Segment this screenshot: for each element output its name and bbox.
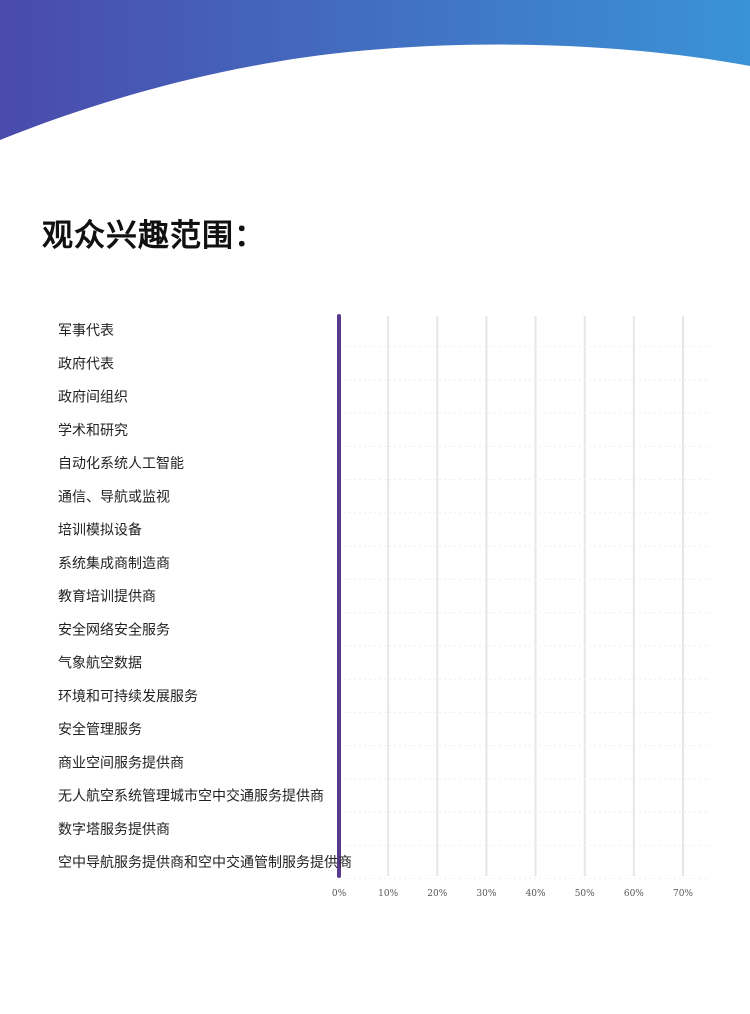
category-label: 气象航空数据 [58, 656, 142, 672]
category-label: 政府代表 [58, 356, 114, 372]
x-tick-label: 20% [427, 889, 447, 899]
category-label: 军事代表 [58, 323, 114, 339]
x-tick-label: 60% [624, 889, 644, 899]
category-label: 学术和研究 [58, 423, 128, 439]
category-label: 商业空间服务提供商 [58, 755, 184, 771]
x-tick-label: 50% [575, 889, 595, 899]
category-label: 政府间组织 [58, 390, 128, 406]
category-label: 系统集成商制造商 [58, 555, 170, 572]
x-tick-label: 40% [526, 889, 546, 899]
page-title: 观众兴趣范围： [42, 218, 266, 254]
category-label: 通信、导航或监视 [58, 489, 170, 505]
category-label: 教育培训提供商 [58, 589, 156, 605]
category-label: 空中导航服务提供商和空中交通管制服务提供商 [58, 854, 352, 871]
header-wave-banner [0, 0, 750, 140]
category-label: 无人航空系统管理城市空中交通服务提供商 [58, 788, 324, 805]
category-label: 数字塔服务提供商 [58, 822, 170, 838]
category-label: 安全网络安全服务 [58, 621, 170, 638]
category-label: 培训模拟设备 [58, 522, 142, 539]
x-tick-label: 70% [673, 889, 693, 899]
category-label: 自动化系统人工智能 [58, 456, 184, 472]
x-tick-label: 30% [476, 889, 496, 899]
category-label: 环境和可持续发展服务 [58, 688, 198, 705]
category-label: 安全管理服务 [58, 721, 142, 738]
x-tick-label: 0% [332, 889, 347, 899]
x-tick-label: 10% [378, 889, 398, 899]
